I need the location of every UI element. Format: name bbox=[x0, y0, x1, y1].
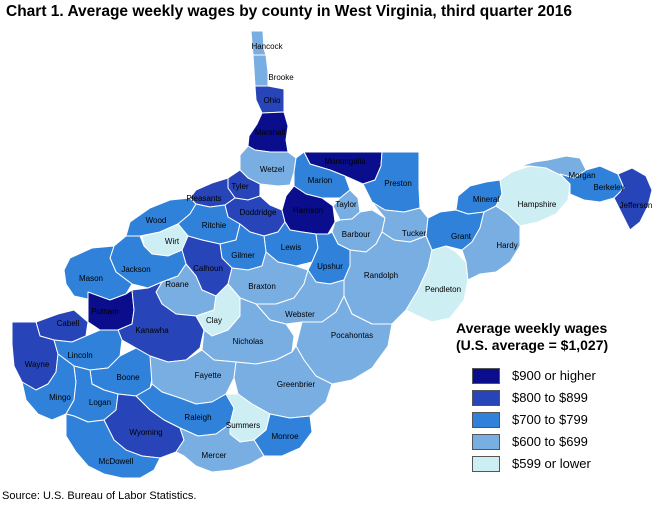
county-label-hancock: Hancock bbox=[251, 42, 283, 51]
county-label-mcdowell: McDowell bbox=[99, 457, 134, 466]
county-label-hampshire: Hampshire bbox=[518, 200, 557, 209]
county-label-raleigh: Raleigh bbox=[184, 413, 211, 422]
county-label-mingo: Mingo bbox=[49, 393, 71, 402]
county-label-mason: Mason bbox=[79, 274, 103, 283]
county-label-cabell: Cabell bbox=[57, 319, 80, 328]
county-label-taylor: Taylor bbox=[335, 200, 357, 209]
legend-swatch bbox=[472, 412, 500, 428]
county-label-randolph: Randolph bbox=[364, 271, 398, 280]
county-label-upshur: Upshur bbox=[317, 262, 343, 271]
county-label-nicholas: Nicholas bbox=[233, 337, 264, 346]
county-label-pleasants: Pleasants bbox=[186, 194, 221, 203]
legend-label: $800 to $899 bbox=[512, 390, 588, 405]
county-label-wetzel: Wetzel bbox=[260, 165, 285, 174]
county-layer bbox=[11, 30, 653, 479]
county-label-wirt: Wirt bbox=[165, 237, 180, 246]
legend-swatch bbox=[472, 368, 500, 384]
chart-title: Chart 1. Average weekly wages by county … bbox=[6, 3, 572, 20]
county-label-preston: Preston bbox=[384, 179, 412, 188]
county-label-mineral: Mineral bbox=[473, 195, 499, 204]
county-label-putnam: Putnam bbox=[91, 307, 119, 316]
county-brooke bbox=[252, 54, 269, 87]
legend-title-line2: (U.S. average = $1,027) bbox=[456, 337, 609, 353]
county-label-mercer: Mercer bbox=[202, 451, 227, 460]
county-label-calhoun: Calhoun bbox=[193, 264, 223, 273]
legend-label: $900 or higher bbox=[512, 368, 596, 383]
county-label-ritchie: Ritchie bbox=[202, 221, 227, 230]
county-label-tyler: Tyler bbox=[231, 182, 249, 191]
county-greenbrier bbox=[233, 345, 333, 419]
county-mcdowell bbox=[65, 413, 161, 479]
legend-label: $600 to $699 bbox=[512, 434, 588, 449]
county-kanawha bbox=[117, 281, 205, 363]
legend-title: Average weekly wages (U.S. average = $1,… bbox=[456, 320, 656, 354]
county-label-wood: Wood bbox=[146, 216, 167, 225]
county-label-layer: Hancock Brooke Ohio Marshall Wetzel Monongali… bbox=[25, 42, 653, 466]
legend-label: $700 to $799 bbox=[512, 412, 588, 427]
county-label-wyoming: Wyoming bbox=[129, 428, 162, 437]
county-label-marshall: Marshall bbox=[255, 128, 285, 137]
county-label-summers: Summers bbox=[226, 421, 260, 430]
county-label-grant: Grant bbox=[451, 232, 472, 241]
legend: Average weekly wages (U.S. average = $1,… bbox=[456, 320, 656, 472]
county-label-tucker: Tucker bbox=[402, 229, 426, 238]
county-pendleton bbox=[405, 245, 469, 323]
county-label-roane: Roane bbox=[165, 280, 189, 289]
county-label-kanawha: Kanawha bbox=[135, 326, 169, 335]
county-label-logan: Logan bbox=[89, 398, 111, 407]
county-label-brooke: Brooke bbox=[268, 73, 294, 82]
county-mercer bbox=[175, 423, 265, 473]
county-label-monroe: Monroe bbox=[271, 432, 299, 441]
county-label-morgan: Morgan bbox=[568, 171, 595, 180]
county-label-berkeley: Berkeley bbox=[593, 183, 624, 192]
county-label-braxton: Braxton bbox=[248, 282, 276, 291]
county-webster bbox=[255, 269, 345, 325]
county-label-lincoln: Lincoln bbox=[67, 351, 92, 360]
county-label-monongalia: Monongalia bbox=[324, 157, 366, 166]
county-label-jackson: Jackson bbox=[121, 265, 150, 274]
county-label-doddridge: Doddridge bbox=[240, 208, 277, 217]
county-label-fayette: Fayette bbox=[195, 371, 222, 380]
county-label-wayne: Wayne bbox=[25, 360, 50, 369]
county-label-marion: Marion bbox=[308, 176, 332, 185]
county-label-jefferson: Jefferson bbox=[620, 201, 653, 210]
county-label-webster: Webster bbox=[285, 310, 315, 319]
county-label-gilmer: Gilmer bbox=[231, 251, 255, 260]
county-label-ohio: Ohio bbox=[264, 96, 281, 105]
legend-swatch bbox=[472, 434, 500, 450]
county-label-boone: Boone bbox=[116, 373, 140, 382]
legend-label: $599 or lower bbox=[512, 456, 591, 471]
legend-swatch bbox=[472, 456, 500, 472]
county-monroe bbox=[253, 413, 313, 457]
county-label-barbour: Barbour bbox=[342, 230, 371, 239]
county-label-harrison: Harrison bbox=[293, 206, 323, 215]
county-label-hardy: Hardy bbox=[496, 241, 517, 250]
county-label-pendleton: Pendleton bbox=[425, 285, 461, 294]
county-label-lewis: Lewis bbox=[281, 243, 301, 252]
legend-title-line1: Average weekly wages bbox=[456, 320, 608, 336]
county-label-clay: Clay bbox=[206, 316, 222, 325]
legend-swatch bbox=[472, 390, 500, 406]
county-label-greenbrier: Greenbrier bbox=[277, 380, 316, 389]
county-label-pocahontas: Pocahontas bbox=[331, 331, 373, 340]
county-jefferson bbox=[613, 167, 653, 231]
source-note: Source: U.S. Bureau of Labor Statistics. bbox=[2, 490, 197, 502]
